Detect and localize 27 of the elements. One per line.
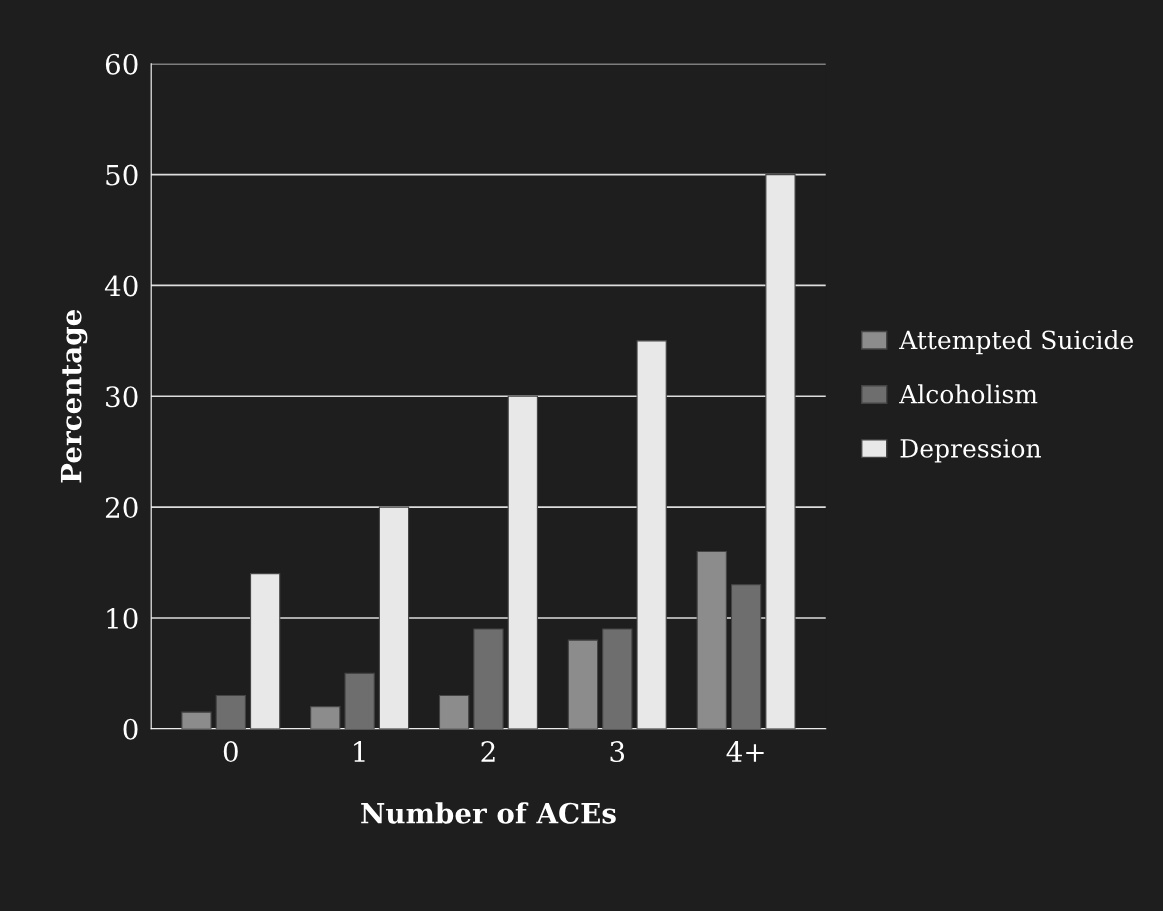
- y-axis-title: Percentage: [60, 309, 88, 483]
- y-tick-label: 40: [104, 275, 138, 297]
- y-tick-label: 30: [106, 386, 138, 408]
- legend-label: Depression: [900, 438, 1041, 463]
- y-tick-label: 50: [106, 164, 138, 186]
- bar: [310, 706, 341, 729]
- bar: [181, 711, 212, 729]
- bar: [215, 694, 246, 729]
- legend-label: Attempted Suicide: [899, 329, 1133, 355]
- x-tick-label: 2: [481, 741, 495, 762]
- y-tick-label: 20: [105, 497, 138, 519]
- legend-label: Alcoholism: [899, 384, 1038, 404]
- y-tick-label: 10: [107, 607, 138, 629]
- x-axis-title: Number of ACEs: [361, 802, 616, 824]
- bar: [473, 628, 504, 729]
- bar: [438, 694, 470, 729]
- bar: [730, 584, 762, 729]
- x-tick-label: 0: [223, 741, 238, 763]
- bar: [696, 550, 727, 729]
- x-tick-label: 1: [354, 741, 365, 762]
- y-tick-label: 60: [105, 53, 138, 75]
- bar: [567, 639, 599, 729]
- x-tick-label: 4+: [726, 741, 764, 762]
- x-tick-label: 3: [610, 741, 625, 763]
- bar: [344, 672, 375, 729]
- y-tick-label: 0: [123, 718, 138, 740]
- bar: [602, 628, 633, 729]
